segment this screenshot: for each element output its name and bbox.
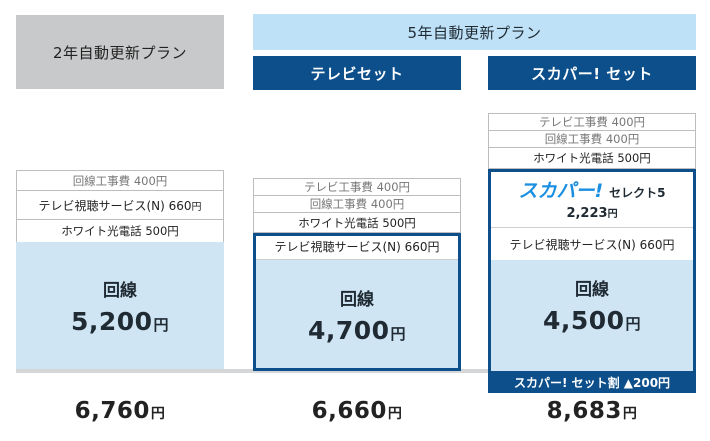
col2-phone-row: ホワイト光電話 500円 — [253, 212, 461, 233]
col3-tv-service-text: テレビ視聴サービス(N) 660円 — [509, 237, 675, 252]
col3-skapa-select-box: スカパー! セレクト5 2,223円 — [488, 169, 696, 227]
col1-tv-service-row: テレビ視聴サービス(N) 660 円 — [16, 190, 224, 220]
col3-tv-service-row: テレビ視聴サービス(N) 660円 — [488, 228, 696, 260]
col1-line-box: 回線 5,200円 — [16, 242, 224, 369]
col3-total: 8,683円 — [546, 398, 638, 424]
col2-line-amount: 4,700円 — [307, 316, 407, 345]
col2-highlight-frame — [253, 233, 461, 371]
col3-line-fee-row: 回線工事費 400円 — [488, 130, 696, 148]
col3-phone-row: ホワイト光電話 500円 — [488, 147, 696, 169]
col2-tv-service-text: テレビ視聴サービス(N) 660円 — [274, 239, 440, 254]
col3-skapa-line: スカパー! セレクト5 — [518, 176, 665, 203]
skapa-set-header: スカパー! セット — [488, 56, 696, 90]
col3-discount-text: スカパー! セット割 ▲200円 — [513, 375, 671, 390]
col3-discount-bar: スカパー! セット割 ▲200円 — [488, 371, 696, 393]
col3-highlight-frame — [488, 169, 696, 393]
col3-line-inner: 回線 4,500円 — [543, 260, 641, 371]
col3-phone-text: ホワイト光電話 500円 — [533, 151, 651, 165]
col3-tv-fee-row: テレビ工事費 400円 — [488, 113, 696, 131]
col2-tv-fee-row: テレビ工事費 400円 — [253, 178, 461, 196]
col3-divider-1 — [488, 227, 696, 228]
col3-line-label: 回線 — [575, 279, 609, 300]
skapa-select-name: セレクト5 — [609, 185, 666, 200]
col1-line-fee-text: 回線工事費 400円 — [72, 173, 168, 188]
col1-phone-text: ホワイト光電話 500円 — [61, 224, 179, 238]
col1-total: 6,760円 — [74, 398, 166, 424]
tv-set-header: テレビセット — [253, 56, 461, 90]
skapa-select-price: 2,223円 — [566, 205, 618, 221]
col2-tv-service-row: テレビ視聴サービス(N) 660円 — [253, 233, 461, 259]
col2-line-inner: 回線 4,700円 — [308, 259, 406, 371]
col1-line-amount: 5,200円 — [70, 306, 170, 336]
col3-line-fee-text: 回線工事費 400円 — [544, 132, 640, 146]
col3-line-amount: 4,500円 — [542, 305, 642, 335]
col3-tv-fee-text: テレビ工事費 400円 — [538, 115, 646, 129]
col1-line-label: 回線 — [103, 280, 137, 301]
plan-5yr-header: 5年自動更新プラン — [253, 14, 696, 50]
col1-tv-service-yen: 円 — [191, 201, 202, 213]
col2-line-fee-text: 回線工事費 400円 — [309, 197, 405, 211]
col1-phone-row: ホワイト光電話 500円 — [16, 219, 224, 243]
col2-line-fee-row: 回線工事費 400円 — [253, 195, 461, 213]
skapa-logo: スカパー! — [518, 179, 604, 202]
col3-line-box: スカパー! セレクト5 2,223円 テレビ視聴サービス(N) 660円 回線 … — [488, 169, 696, 371]
col2-total: 6,660円 — [311, 398, 403, 424]
col1-tv-service-text: テレビ視聴サービス(N) 660 — [38, 198, 192, 213]
col2-line-box: テレビ視聴サービス(N) 660円 回線 4,700円 — [253, 233, 461, 371]
col2-tv-fee-text: テレビ工事費 400円 — [303, 180, 411, 194]
baseline-bar — [16, 369, 696, 373]
col2-divider — [256, 259, 458, 260]
plan-2yr-header: 2年自動更新プラン — [16, 15, 224, 89]
col2-phone-text: ホワイト光電話 500円 — [298, 215, 416, 230]
col1-line-fee-row: 回線工事費 400円 — [16, 170, 224, 191]
col2-line-label: 回線 — [340, 290, 374, 310]
